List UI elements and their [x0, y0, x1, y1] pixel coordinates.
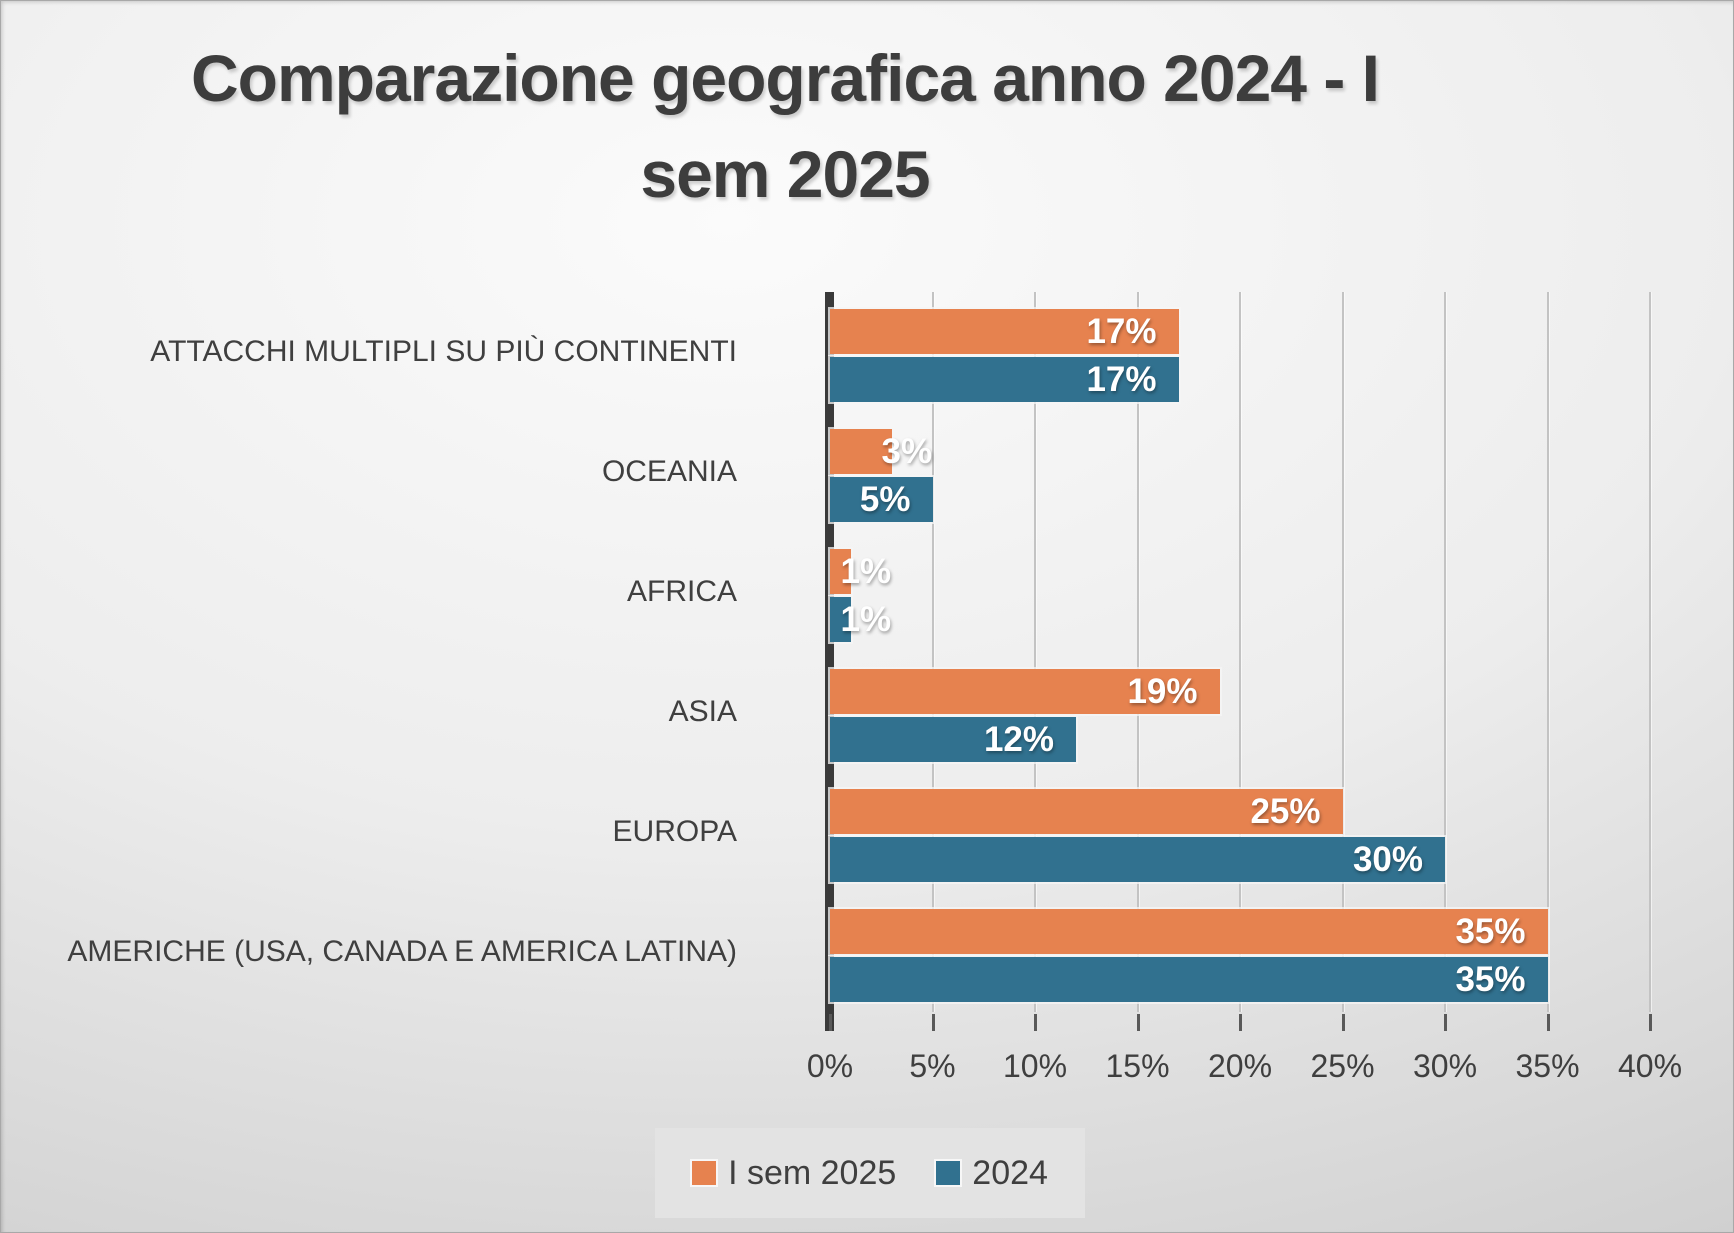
- bar-2024: 35%: [830, 957, 1548, 1002]
- bar-value-label: 17%: [1086, 359, 1157, 399]
- axis-tick-label: 10%: [1002, 1048, 1068, 1084]
- bar-2024: 1%: [830, 597, 891, 642]
- axis-tick-label: 15%: [1105, 1048, 1170, 1084]
- chart-title-line1: Comparazione geografica anno 2024 - I: [191, 41, 1380, 115]
- gridline: [1239, 292, 1241, 1012]
- bar-sem2025: 19%: [830, 669, 1220, 714]
- legend-swatch-icon: [936, 1161, 961, 1185]
- legend-swatch-icon: [692, 1161, 717, 1185]
- plot-area: 0% 5% 10% 15% 20% 25% 30% 35% 40% 17% 17% 3% 5% 1% 1% 1…: [807, 292, 1682, 1084]
- category-axis-labels: ATTACCHI MULTIPLI SU PIÙ CONTINENTI OCEAN…: [0, 292, 737, 1012]
- axis-tick: [1444, 1014, 1447, 1031]
- axis-tick-label: 20%: [1207, 1048, 1273, 1084]
- bar-2024: 30%: [830, 837, 1445, 882]
- axis-tick: [1341, 1014, 1345, 1031]
- legend: I sem 2025 2024: [655, 1128, 1085, 1218]
- category-label: OCEANIA: [601, 455, 737, 488]
- axis-tick-label: 25%: [1310, 1048, 1375, 1084]
- bar-value-label: 1%: [840, 551, 892, 591]
- axis-tick: [1136, 1014, 1140, 1031]
- gridline: [1136, 292, 1139, 1012]
- bar-sem2025: 3%: [830, 429, 932, 474]
- bar-sem2025: 17%: [830, 309, 1179, 354]
- gridline: [1341, 292, 1344, 1012]
- bar-value-label: 3%: [881, 431, 933, 471]
- axis-tick: [1034, 1014, 1037, 1031]
- bar-sem2025: 1%: [830, 549, 891, 594]
- axis-tick: [829, 1014, 832, 1031]
- bar-2024: 5%: [830, 477, 933, 522]
- bar-value-label: 1%: [840, 599, 892, 639]
- gridline: [931, 292, 934, 1012]
- bar-value-label: 17%: [1086, 311, 1157, 351]
- chart-title: Comparazione geografica anno 2024 - I se…: [0, 30, 1570, 222]
- category-label: ATTACCHI MULTIPLI SU PIÙ CONTINENTI: [150, 335, 737, 368]
- axis-tick: [931, 1014, 935, 1031]
- bar-sem2025: 25%: [830, 789, 1343, 834]
- axis-tick-label: 35%: [1515, 1048, 1580, 1084]
- axis-tick: [1239, 1014, 1242, 1031]
- gridline: [1649, 292, 1651, 1012]
- value-axis-line: [825, 292, 834, 1031]
- category-label: ASIA: [668, 695, 737, 728]
- chart-title-line2: sem 2025: [640, 137, 930, 211]
- bar-value-label: 35%: [1455, 911, 1526, 951]
- bar-value-label: 19%: [1127, 671, 1198, 711]
- legend-label: 2024: [972, 1153, 1048, 1192]
- axis-tick-label: 0%: [806, 1048, 854, 1084]
- gridline: [1546, 292, 1549, 1012]
- axis-tick: [1649, 1014, 1652, 1031]
- bar-value-label: 5%: [859, 479, 911, 519]
- bar-2024: 17%: [830, 357, 1179, 402]
- category-label: AFRICA: [626, 575, 737, 608]
- bar-value-label: 35%: [1455, 959, 1526, 999]
- axis-tick-label: 40%: [1617, 1048, 1683, 1084]
- category-label: AMERICHE (USA, CANADA E AMERICA LATINA): [67, 935, 737, 968]
- bar-value-label: 12%: [983, 719, 1054, 759]
- legend-item: 2024: [936, 1154, 1048, 1193]
- axis-tick: [1546, 1014, 1550, 1031]
- legend-label: I sem 2025: [728, 1153, 897, 1192]
- bar-value-label: 25%: [1250, 791, 1321, 831]
- bar-2024: 12%: [830, 717, 1076, 762]
- bar-value-label: 30%: [1352, 839, 1423, 879]
- gridline: [1444, 292, 1446, 1012]
- axis-tick-label: 5%: [909, 1048, 956, 1084]
- category-label: EUROPA: [612, 815, 737, 848]
- legend-item: I sem 2025: [692, 1154, 896, 1193]
- axis-tick-label: 30%: [1412, 1048, 1478, 1084]
- gridline: [1034, 292, 1036, 1012]
- bar-sem2025: 35%: [830, 909, 1548, 954]
